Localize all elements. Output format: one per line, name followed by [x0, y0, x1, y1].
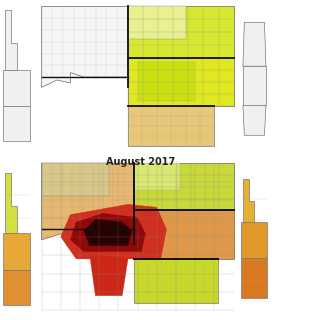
Polygon shape	[134, 210, 234, 259]
Polygon shape	[42, 6, 128, 87]
Polygon shape	[5, 10, 17, 70]
Text: August 2017: August 2017	[106, 156, 175, 167]
Polygon shape	[84, 219, 132, 246]
Polygon shape	[42, 163, 109, 196]
Polygon shape	[134, 163, 180, 190]
Polygon shape	[3, 269, 30, 305]
Polygon shape	[3, 233, 30, 269]
Polygon shape	[243, 66, 266, 105]
Polygon shape	[134, 163, 234, 210]
Polygon shape	[61, 204, 166, 259]
Polygon shape	[42, 163, 134, 240]
Polygon shape	[128, 107, 214, 146]
Polygon shape	[128, 6, 186, 39]
Polygon shape	[242, 258, 268, 298]
Polygon shape	[90, 254, 128, 296]
Polygon shape	[128, 6, 234, 58]
Polygon shape	[138, 62, 195, 100]
Polygon shape	[3, 106, 30, 141]
Polygon shape	[243, 179, 254, 222]
Polygon shape	[5, 173, 17, 233]
Polygon shape	[128, 58, 234, 107]
Polygon shape	[243, 22, 266, 66]
Polygon shape	[134, 259, 218, 303]
Polygon shape	[70, 213, 145, 252]
Polygon shape	[3, 70, 30, 106]
Polygon shape	[242, 222, 268, 258]
Polygon shape	[243, 105, 266, 135]
